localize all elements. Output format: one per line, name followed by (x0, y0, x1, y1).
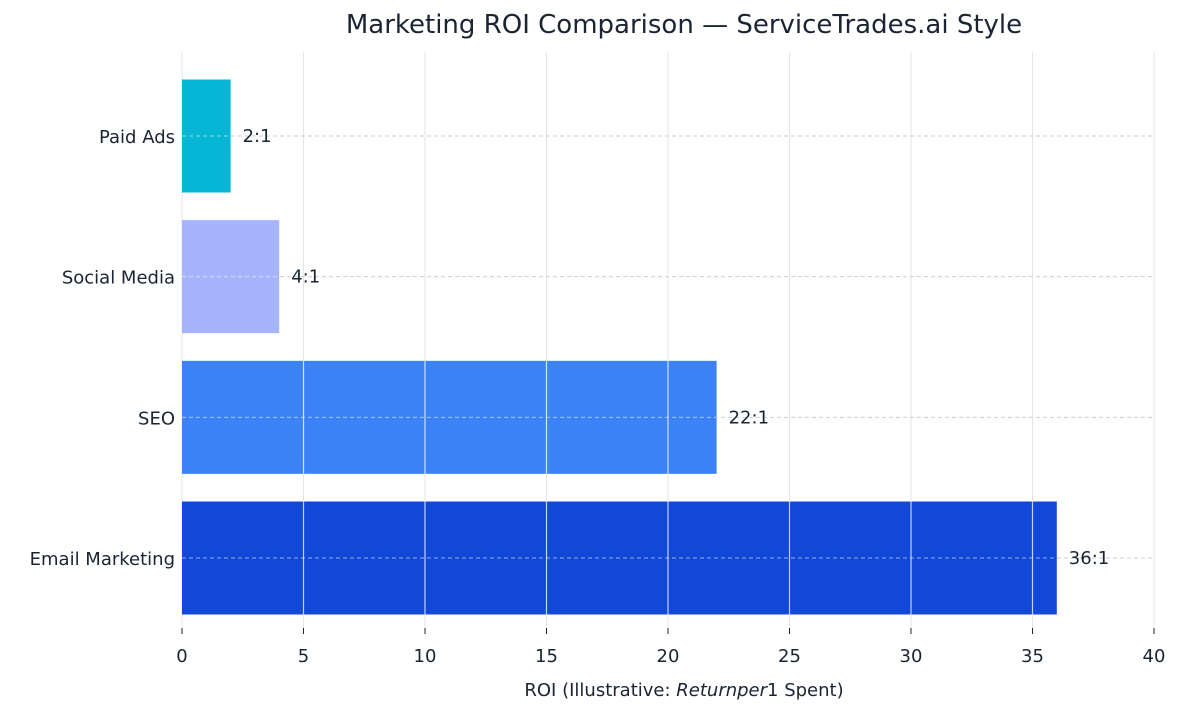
x-axis-label: ROI (Illustrative: Returnper1 Spent) (524, 680, 843, 701)
x-tick-label: 10 (414, 646, 437, 667)
y-tick-label: Email Marketing (30, 549, 175, 570)
y-tick-label: SEO (138, 408, 175, 429)
x-tick-label: 0 (176, 646, 187, 667)
labels-layer: 2:1 Paid Ads 4:1 Social Media 22:1 SEO 36:1 Ema… (30, 126, 1166, 667)
y-tick-label: Social Media (62, 268, 175, 289)
x-tick-label: 5 (298, 646, 309, 667)
overlay-grid-layer (182, 135, 1057, 615)
chart-title: Marketing ROI Comparison — ServiceTrades… (346, 10, 1022, 40)
x-tick-label: 20 (657, 646, 680, 667)
x-tick-label: 15 (535, 646, 558, 667)
data-label: 36:1 (1069, 548, 1109, 569)
bars-layer (182, 79, 1057, 615)
data-label: 4:1 (291, 267, 320, 288)
x-axis-label-part-2: Returnper (676, 680, 768, 701)
x-tick-label: 30 (900, 646, 923, 667)
x-tick-label: 40 (1143, 646, 1166, 667)
data-label: 2:1 (243, 126, 272, 147)
y-tick-label: Paid Ads (99, 127, 175, 148)
x-tick-label: 25 (778, 646, 801, 667)
x-tick-label: 35 (1021, 646, 1044, 667)
x-axis-label-part-1: ROI (Illustrative: (524, 680, 676, 701)
x-axis-label-part-3: 1 Spent) (767, 680, 844, 701)
data-label: 22:1 (729, 407, 769, 428)
